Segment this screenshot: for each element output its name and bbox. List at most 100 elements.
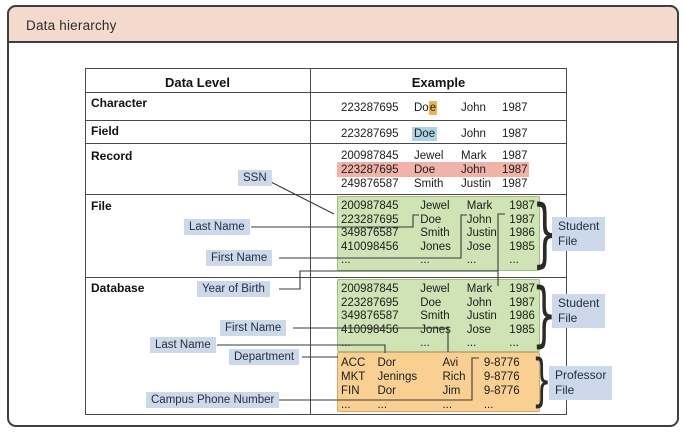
cell-last-name: Dor <box>377 385 396 397</box>
professor-file-box: ACC Dor Avi 9-8776 MKT Jenings Rich 9-87… <box>337 352 540 412</box>
database-student-file-tag-line1: Student <box>558 296 600 310</box>
cell-department: ... <box>341 399 351 411</box>
cell-department: ACC <box>341 357 366 369</box>
cell-ssn: 349876587 <box>341 310 399 322</box>
field-example-row: 223287695 Doe John 1987 <box>341 127 540 141</box>
cell-last-name: Doe <box>420 213 442 226</box>
row-divider-character <box>85 120 567 122</box>
cell-first-name: John <box>461 128 486 140</box>
cell-ssn: 223287695 <box>341 213 399 226</box>
cell-ssn: 349876587 <box>341 227 399 239</box>
cell-last-name: Doe <box>414 164 436 176</box>
row-label-character: Character <box>91 96 148 110</box>
cell-first-name: ... <box>466 254 477 266</box>
cell-ssn: 223287695 <box>341 102 399 114</box>
professor-file-tag-line2: File <box>555 383 575 397</box>
cell-first-name: John <box>466 296 492 309</box>
table-row: 223287695 Doe John 1987 <box>341 214 539 228</box>
record-highlight <box>337 162 529 177</box>
cell-first-name: ... <box>466 337 477 349</box>
cell-year: ... <box>509 337 519 349</box>
row-label-database: Database <box>91 281 145 295</box>
cell-year: 1987 <box>502 102 528 114</box>
table-row: 200987845 Jewel Mark 1987 <box>341 200 539 214</box>
cell-year: 1985 <box>509 323 535 336</box>
table-row: FIN Dor Jim 9-8776 <box>341 384 539 398</box>
cell-last-name: Jenings <box>377 371 418 383</box>
row-label-file: File <box>91 199 112 213</box>
cell-year: 1987 <box>502 164 528 176</box>
student-file-tag-line2: File <box>558 234 578 248</box>
row-divider-header <box>85 92 567 94</box>
cell-ssn: 410098456 <box>341 323 399 336</box>
cell-year: 1987 <box>509 200 535 212</box>
cell-ssn: 200987845 <box>341 200 399 212</box>
record-row-3: 249876587 Smith Justin 1987 <box>341 177 540 191</box>
professor-file-tag-line1: Professor <box>555 368 607 382</box>
character-example-row: 223287695 Doe John 1987 <box>341 101 540 115</box>
table-row: 200987845 Jewel Mark 1987 <box>341 283 539 297</box>
cell-first-name: John <box>461 102 486 114</box>
cell-first-name: Rich <box>442 371 466 383</box>
cell-first-name: Justin <box>466 310 497 322</box>
table-row: 349876587 Smith Justin 1986 <box>341 227 539 241</box>
header-example: Example <box>411 75 466 90</box>
student-file-box: 200987845 Jewel Mark 1987 223287695 Doe … <box>337 196 540 271</box>
table-row-ellipsis: ... ... ... ... <box>341 254 539 268</box>
cell-last-name: Jewel <box>420 200 450 212</box>
callout-last-name-file: Last Name <box>184 219 250 235</box>
database-student-file-tag: Student File <box>552 294 606 328</box>
cell-last-name: ... <box>420 337 430 349</box>
row-label-record: Record <box>91 149 133 163</box>
cell-last-name: ... <box>420 254 430 266</box>
figure-title: Data hierarchy <box>26 18 117 33</box>
cell-last-name: Dor <box>377 357 396 369</box>
cell-ssn: 249876587 <box>341 178 399 190</box>
student-file-tag-line1: Student <box>558 219 600 233</box>
cell-last-name-plain: Do <box>414 102 429 114</box>
cell-year: 1986 <box>509 310 535 322</box>
figure-title-bar: Data hierarchy <box>7 5 679 43</box>
cell-first-name: Avi <box>442 357 459 369</box>
callout-first-name-file: First Name <box>206 250 273 266</box>
cell-year: 1987 <box>509 213 535 226</box>
cell-first-name: Jim <box>442 385 461 397</box>
cell-year: ... <box>509 254 519 266</box>
callout-last-name-db: Last Name <box>150 337 216 353</box>
header-data-level: Data Level <box>164 75 231 90</box>
cell-first-name: Jose <box>466 240 492 253</box>
table-row: ACC Dor Avi 9-8776 <box>341 356 539 370</box>
cell-last-name: Smith <box>420 227 450 239</box>
record-row-2: 223287695 Doe John 1987 <box>341 163 540 177</box>
table-row-ellipsis: ... ... ... ... <box>341 337 539 351</box>
database-student-file-box: 200987845 Jewel Mark 1987 223287695 Doe … <box>337 279 540 352</box>
cell-year: 1987 <box>509 296 535 309</box>
cell-phone: 9-8776 <box>483 371 520 383</box>
cell-department: FIN <box>341 385 360 397</box>
table-row: MKT Jenings Rich 9-8776 <box>341 370 539 384</box>
row-divider-field <box>85 143 567 145</box>
cell-first-name: Mark <box>461 150 487 162</box>
table-row-ellipsis: ... ... ... ... <box>341 398 539 412</box>
cell-ssn: 223287695 <box>341 128 399 140</box>
cell-last-name: Smith <box>420 310 450 322</box>
cell-first-name: John <box>461 164 486 176</box>
highlighted-character: e <box>428 101 438 115</box>
cell-year: 1987 <box>502 150 528 162</box>
cell-first-name: Mark <box>466 283 493 295</box>
cell-last-name: ... <box>377 399 388 411</box>
cell-first-name: Jose <box>466 323 492 336</box>
cell-last-name: Doe <box>420 296 442 309</box>
cell-ssn: 223287695 <box>341 296 399 309</box>
cell-year: 1986 <box>509 227 535 239</box>
table-row: 410098456 Jones Jose 1985 <box>341 324 539 338</box>
cell-first-name: ... <box>442 399 453 411</box>
professor-file-tag: Professor File <box>549 366 613 400</box>
row-label-field: Field <box>91 124 120 138</box>
table-row: 223287695 Doe John 1987 <box>341 297 539 311</box>
cell-last-name: Smith <box>414 178 444 190</box>
cell-ssn: 200987845 <box>341 283 399 295</box>
cell-last-name: Jones <box>420 240 451 253</box>
cell-first-name: John <box>466 213 492 226</box>
